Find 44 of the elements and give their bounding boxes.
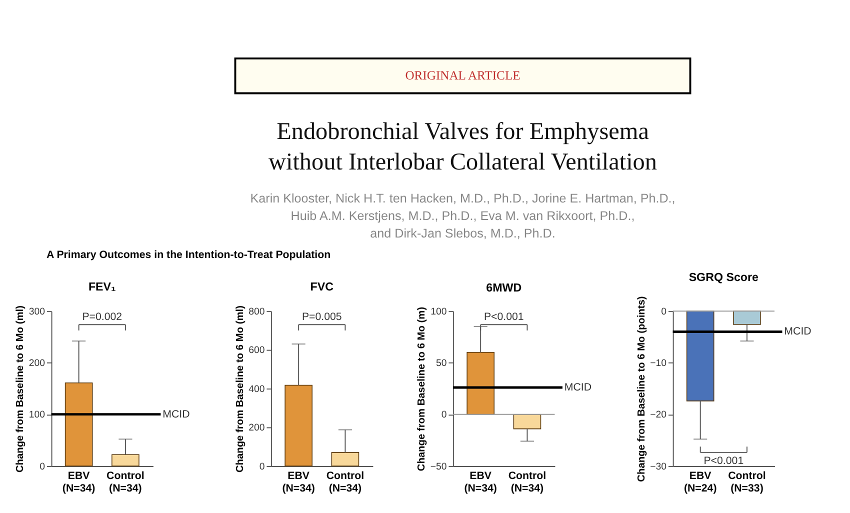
chart-title: FEV₁ xyxy=(88,280,116,294)
x-tick-label: EBV (N=24) xyxy=(684,470,718,495)
y-axis-title: Change from Baseline to 6 Mo (m) xyxy=(416,306,428,472)
annotation: P<0.001 xyxy=(704,455,744,468)
x-tick-label: EBV (N=34) xyxy=(282,470,316,495)
y-tick-label: 0 xyxy=(661,306,667,318)
y-tick-label: 0 xyxy=(40,461,46,472)
y-tick-label: 0 xyxy=(441,410,447,421)
text: Endobronchial Valves for Emphysema without Interlobar Collateral Ventilation xyxy=(268,118,657,176)
y-axis-title: Change from Baseline to 6 Mo (ml) xyxy=(234,305,246,473)
y-tick-label: −20 xyxy=(650,410,667,421)
y-axis-title: Change from Baseline to 6 Mo (ml) xyxy=(15,305,26,473)
y-tick-label: −50 xyxy=(430,461,447,472)
y-tick-label: 100 xyxy=(430,306,447,318)
x-tick-label: Control (N=33) xyxy=(728,470,766,495)
ref-line-label: MCID xyxy=(784,326,812,338)
chart-title: 6MWD xyxy=(486,282,522,295)
x-tick-label: Control (N=34) xyxy=(508,470,546,495)
y-tick-label: 200 xyxy=(248,422,265,434)
x-tick-label: Control (N=34) xyxy=(326,470,364,495)
y-tick-label: −30 xyxy=(650,461,667,472)
y-tick-label: 600 xyxy=(248,345,265,356)
chart-title: FVC xyxy=(310,280,334,294)
text: A Primary Outcomes in the Intention-to-Treat Population xyxy=(46,248,331,261)
y-tick-label: 400 xyxy=(248,384,265,395)
y-tick-label: 200 xyxy=(28,358,46,370)
chart-title: SGRQ Score xyxy=(688,271,760,284)
y-tick-label: 100 xyxy=(28,410,46,421)
y-axis-title: Change from Baseline to 6 Mo (points) xyxy=(636,296,648,482)
x-tick-label: EBV (N=34) xyxy=(464,470,498,495)
y-tick-label: −10 xyxy=(650,358,667,370)
text: ORIGINAL ARTICLE xyxy=(405,68,521,83)
ref-line-label: MCID xyxy=(564,381,592,394)
ref-line-label: MCID xyxy=(162,408,190,420)
y-tick-label: 0 xyxy=(259,461,265,472)
text: Karin Klooster, Nick H.T. ten Hacken, M.D., Ph.D., Jorine E. Hartman, Ph.D., Huib A.M. Kerstjens, M.D., Ph.D., Eva M. van Rikxoort, Ph.D., and Dirk-Jan Slebos, M.D., Ph.D. xyxy=(250,192,676,241)
x-tick-label: Control (N=34) xyxy=(106,470,144,495)
y-tick-label: 300 xyxy=(28,306,46,318)
y-tick-label: 50 xyxy=(436,358,447,370)
y-tick-label: 800 xyxy=(248,306,265,318)
annotation: P=0.002 xyxy=(82,310,122,323)
annotation: P<0.001 xyxy=(484,310,524,323)
annotation: P=0.005 xyxy=(302,310,342,323)
x-tick-label: EBV (N=34) xyxy=(62,470,96,495)
